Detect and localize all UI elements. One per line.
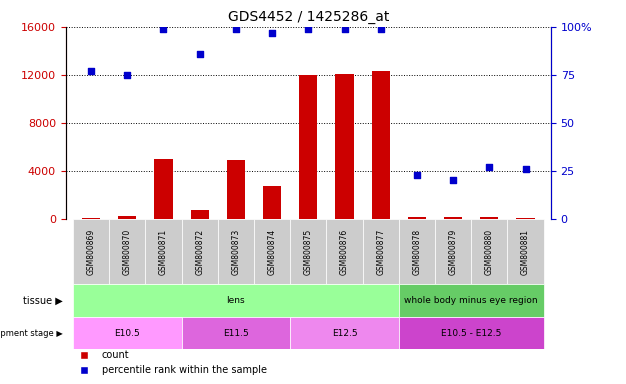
Bar [254,219,290,284]
Bar [182,317,290,349]
Bar [145,219,182,284]
Bar [109,219,145,284]
Bar [336,74,354,219]
Bar [299,75,317,219]
Bar [218,219,254,284]
Text: E10.5 - E12.5: E10.5 - E12.5 [441,329,501,338]
Bar [516,218,535,219]
Text: GSM800870: GSM800870 [123,228,132,275]
Text: development stage ▶: development stage ▶ [0,329,63,338]
Text: whole body minus eye region: whole body minus eye region [404,296,538,305]
Text: E12.5: E12.5 [332,329,357,338]
Point [267,30,277,36]
Text: E11.5: E11.5 [223,329,249,338]
Point [195,51,205,57]
Point [231,26,241,32]
Text: GSM800880: GSM800880 [485,228,494,275]
Text: GSM800872: GSM800872 [195,228,204,275]
Bar [118,217,136,219]
Bar [290,219,326,284]
Bar [290,317,399,349]
Legend: count, percentile rank within the sample: count, percentile rank within the sample [71,346,270,379]
Point [412,172,422,178]
Bar [399,317,543,349]
Text: GSM800871: GSM800871 [159,228,168,275]
Bar [399,284,543,317]
Point [339,26,349,32]
Bar [408,217,426,219]
Point [485,164,495,170]
Text: GSM800869: GSM800869 [86,228,96,275]
Title: GDS4452 / 1425286_at: GDS4452 / 1425286_at [228,10,389,25]
Bar [82,218,100,219]
Text: GSM800878: GSM800878 [413,228,421,275]
Bar [155,159,173,219]
Bar [435,219,471,284]
Bar [399,219,435,284]
Text: GSM800874: GSM800874 [267,228,277,275]
Bar [471,219,508,284]
Point [521,166,531,172]
Text: GSM800881: GSM800881 [521,228,530,275]
Bar [326,219,362,284]
Point [303,26,313,32]
Text: lens: lens [227,296,245,305]
Text: GSM800873: GSM800873 [232,228,240,275]
Point [448,177,458,184]
Text: GSM800875: GSM800875 [304,228,313,275]
Text: tissue ▶: tissue ▶ [23,295,63,306]
Bar [444,217,462,219]
Bar [227,160,245,219]
Bar [182,219,218,284]
Bar [480,217,498,219]
Point [158,26,168,32]
Text: GSM800877: GSM800877 [376,228,385,275]
Bar [372,71,390,219]
Bar [73,317,182,349]
Point [86,68,96,74]
Bar [73,284,399,317]
Bar [73,219,109,284]
Text: E10.5: E10.5 [115,329,140,338]
Bar [191,210,208,219]
Text: GSM800879: GSM800879 [449,228,458,275]
Point [122,72,132,78]
Bar [508,219,543,284]
Text: GSM800876: GSM800876 [340,228,349,275]
Point [376,26,386,32]
Bar [362,219,399,284]
Bar [263,187,281,219]
